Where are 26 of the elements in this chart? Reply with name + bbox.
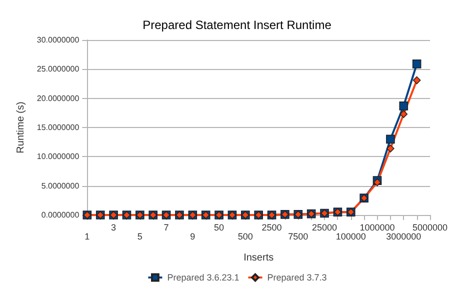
x-tick-label: 100000 <box>336 232 366 242</box>
x-tick-label: 25000 <box>312 222 338 232</box>
x-tick-label: 50 <box>214 222 224 232</box>
x-tick-label: 7500 <box>288 232 308 242</box>
x-tick-label: 9 <box>190 232 196 242</box>
x-tick-label: 1 <box>84 232 90 242</box>
x-tick-label: 1000000 <box>360 222 395 232</box>
y-axis-title: Runtime (s) <box>16 102 26 154</box>
y-tick-label: 15.0000000 <box>36 123 80 132</box>
y-tick-label: 25.0000000 <box>36 64 80 74</box>
y-tick-label: 10.0000000 <box>36 152 80 162</box>
x-axis-title: Inserts <box>244 252 274 264</box>
y-tick-label: 20.0000000 <box>36 94 80 103</box>
x-tick-label: 500 <box>238 232 253 242</box>
legend-label: Prepared 3.6.23.1 <box>167 272 240 282</box>
x-tick-label: 2500 <box>262 222 282 232</box>
legend-label: Prepared 3.7.3 <box>267 272 327 282</box>
y-tick-label: 0.0000000 <box>41 210 80 220</box>
x-tick-label: 3 <box>111 222 116 232</box>
x-tick-label: 7 <box>164 222 169 232</box>
x-tick-label: 3000000 <box>386 232 422 242</box>
chart-title: Prepared Statement Insert Runtime <box>142 18 332 32</box>
y-tick-label: 5.0000000 <box>41 181 80 190</box>
x-tick-label: 5000000 <box>412 222 448 232</box>
y-tick-label: 30.0000000 <box>36 36 80 44</box>
x-tick-label: 5 <box>137 232 142 242</box>
